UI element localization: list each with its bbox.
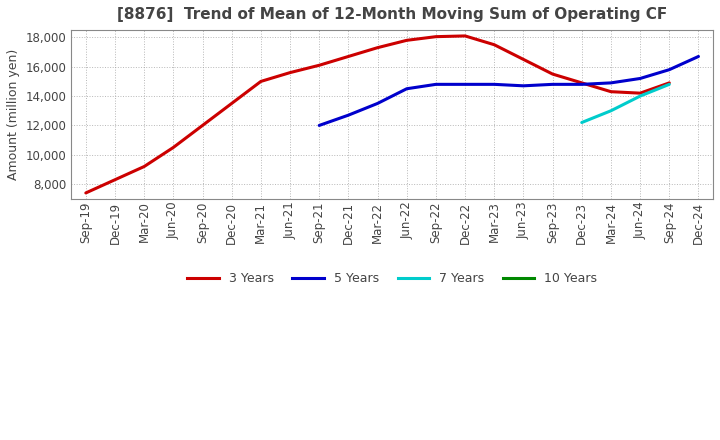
Legend: 3 Years, 5 Years, 7 Years, 10 Years: 3 Years, 5 Years, 7 Years, 10 Years [182,268,602,290]
Title: [8876]  Trend of Mean of 12-Month Moving Sum of Operating CF: [8876] Trend of Mean of 12-Month Moving … [117,7,667,22]
Y-axis label: Amount (million yen): Amount (million yen) [7,49,20,180]
